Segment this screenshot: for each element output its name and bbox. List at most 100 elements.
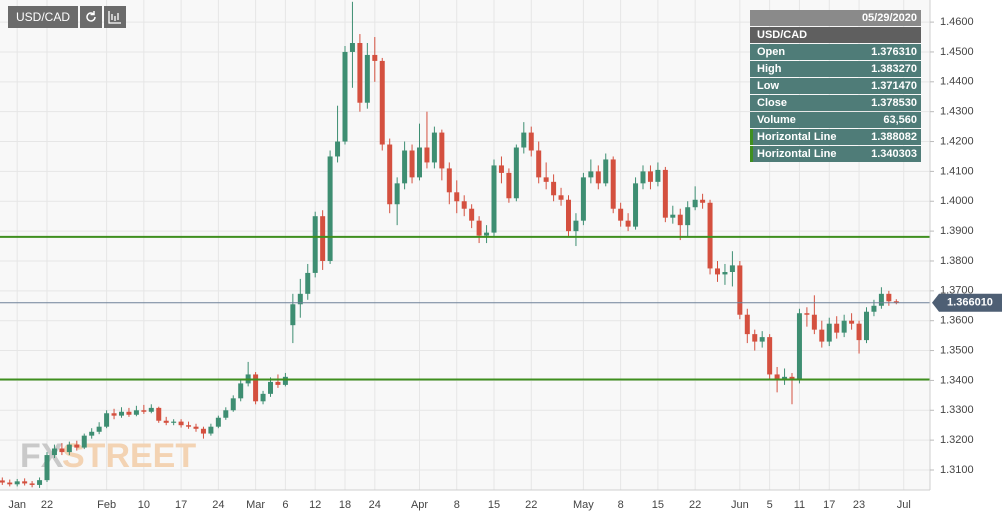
- candle-body: [312, 216, 318, 273]
- candle-body: [595, 171, 601, 184]
- candle-body: [37, 480, 43, 485]
- candle-body: [349, 42, 355, 52]
- candle-body: [737, 265, 743, 315]
- y-tick-label: 1.3900: [940, 225, 974, 237]
- candle-body: [364, 54, 370, 103]
- x-tick-label: Feb: [97, 499, 116, 511]
- candle-body: [484, 232, 490, 236]
- price-tag: [932, 293, 1002, 312]
- candle-body: [111, 413, 117, 416]
- candle-body: [104, 413, 110, 427]
- x-tick-label: 17: [175, 499, 187, 511]
- y-tick-label: 1.4200: [940, 135, 974, 147]
- candle-body: [796, 313, 802, 381]
- panel-label: Volume: [757, 114, 796, 126]
- info-panel: 05/29/2020 USD/CAD Open 1.376310 High 1.383…: [750, 10, 921, 163]
- panel-row: High 1.383270: [750, 61, 921, 77]
- x-tick-label: May: [573, 499, 594, 511]
- panel-row: Low 1.371470: [750, 78, 921, 94]
- refresh-button[interactable]: [80, 6, 103, 28]
- candle-body: [536, 150, 542, 178]
- x-tick-label: Jul: [897, 499, 911, 511]
- candle-body: [461, 201, 467, 209]
- y-tick-label: 1.4000: [940, 195, 974, 207]
- candle-body: [126, 411, 132, 415]
- candle-body: [498, 165, 504, 173]
- panel-value: 1.376310: [871, 46, 917, 58]
- y-tick-label: 1.3300: [940, 404, 974, 416]
- chart-type-button[interactable]: [104, 6, 127, 28]
- candle-body: [677, 214, 683, 226]
- candle-body: [156, 407, 162, 421]
- y-tick-label: 1.3400: [940, 374, 974, 386]
- candle-body: [260, 393, 266, 402]
- candle-body: [335, 141, 341, 157]
- candle-body: [44, 455, 50, 481]
- candle-body: [290, 304, 296, 326]
- symbol-button[interactable]: USD/CAD: [8, 6, 79, 28]
- panel-label: Horizontal Line: [757, 148, 837, 160]
- candle-body: [417, 147, 422, 178]
- candle-body: [506, 172, 512, 199]
- candle-body: [655, 169, 661, 182]
- candle-body: [446, 168, 452, 193]
- candle-body: [566, 199, 571, 232]
- refresh-icon: [86, 11, 96, 22]
- candle-body: [119, 411, 124, 416]
- candle-body: [826, 323, 832, 342]
- candle-body: [357, 42, 363, 103]
- x-tick-label: 8: [454, 499, 460, 511]
- candle-body: [662, 169, 668, 218]
- candle-body: [588, 171, 594, 178]
- x-tick-label: Jan: [8, 499, 26, 511]
- chart-type-icon: [108, 11, 122, 24]
- candle-body: [141, 410, 147, 412]
- x-tick-label: 8: [618, 499, 624, 511]
- x-tick-label: 23: [853, 499, 865, 511]
- x-tick-label: 12: [309, 499, 321, 511]
- candle-body: [215, 417, 221, 427]
- x-tick-label: 22: [525, 499, 537, 511]
- candle-body: [722, 272, 728, 275]
- panel-label: Low: [757, 80, 779, 92]
- candle-body: [372, 54, 378, 61]
- y-tick-label: 1.3200: [940, 434, 974, 446]
- candle-body: [268, 381, 273, 394]
- panel-value: 1.378530: [871, 97, 917, 109]
- candle-body: [856, 323, 862, 341]
- candle-body: [491, 165, 497, 233]
- y-tick-label: 1.4300: [940, 106, 974, 118]
- candle-body: [51, 448, 57, 456]
- candle-body: [7, 482, 13, 485]
- x-tick-label: 6: [282, 499, 288, 511]
- candle-body: [305, 272, 311, 294]
- candle-body: [320, 216, 326, 261]
- x-tick-label: 24: [212, 499, 224, 511]
- panel-value: 1.383270: [871, 63, 917, 75]
- candle-body: [633, 183, 639, 227]
- y-tick-label: 1.3500: [940, 344, 974, 356]
- candle-body: [767, 337, 773, 375]
- candle-body: [476, 220, 482, 236]
- candle-body: [849, 320, 855, 324]
- candle-body: [81, 435, 87, 448]
- candle-body: [193, 426, 199, 429]
- candle-body: [841, 320, 847, 333]
- candle-body: [513, 147, 519, 199]
- candle-body: [610, 159, 616, 209]
- candle-body: [893, 301, 899, 303]
- candle-body: [171, 421, 177, 423]
- panel-row: Open 1.376310: [750, 44, 921, 60]
- panel-label: Horizontal Line: [757, 131, 837, 143]
- candle-body: [729, 265, 735, 272]
- panel-rows: Open 1.376310 High 1.383270 Low 1.371470 Close…: [750, 44, 921, 162]
- candle-body: [327, 156, 333, 261]
- candle-body: [558, 195, 564, 200]
- toolbar: USD/CAD: [8, 6, 127, 28]
- candle-body: [379, 60, 385, 145]
- candle-body: [22, 481, 28, 484]
- candle-body: [223, 410, 229, 418]
- x-tick-label: 10: [138, 499, 150, 511]
- candle-body: [707, 202, 713, 269]
- panel-row: Volume 63,560: [750, 112, 921, 128]
